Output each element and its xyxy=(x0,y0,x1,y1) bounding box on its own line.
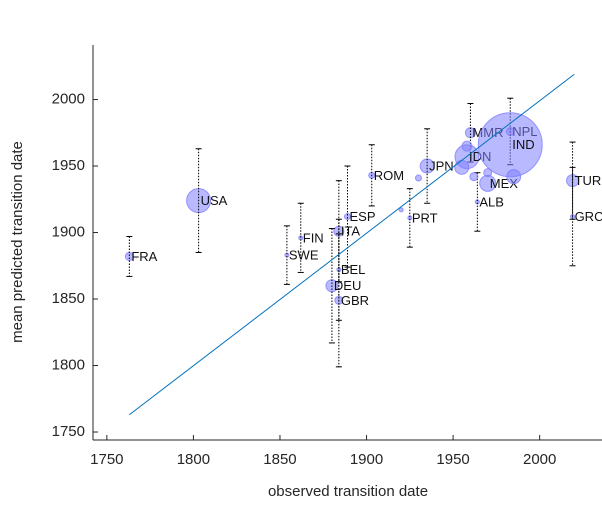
x-tick-label: 1900 xyxy=(350,451,383,468)
data-label: ITA xyxy=(341,224,361,239)
y-tick-label: 1850 xyxy=(52,290,85,307)
fit-line xyxy=(129,73,575,416)
x-tick-label: 1800 xyxy=(177,451,210,468)
y-tick-label: 2000 xyxy=(52,90,85,107)
y-tick-label: 1950 xyxy=(52,157,85,174)
data-label: IND xyxy=(512,137,534,152)
data-label: JPN xyxy=(429,158,454,173)
bubble xyxy=(454,159,470,175)
data-label: FIN xyxy=(303,230,324,245)
data-label: BEL xyxy=(341,262,366,277)
bubble xyxy=(344,213,351,221)
bubble xyxy=(461,140,473,152)
x-tick-label: 1750 xyxy=(90,451,123,468)
y-tick-label: 1750 xyxy=(52,423,85,440)
data-label: FRA xyxy=(131,249,157,264)
bubble xyxy=(414,174,422,182)
data-label: SWE xyxy=(289,248,319,263)
data-label: DEU xyxy=(334,278,361,293)
bubble xyxy=(483,168,493,178)
x-tick-label: 2000 xyxy=(523,451,556,468)
x-axis-label: observed transition date xyxy=(268,483,428,500)
y-tick-label: 1900 xyxy=(52,223,85,240)
data-label: TUR xyxy=(575,173,602,188)
data-label: USA xyxy=(201,193,228,208)
bubble xyxy=(398,207,404,213)
data-label: PRT xyxy=(412,210,438,225)
data-label: ALB xyxy=(479,194,504,209)
x-tick-label: 1950 xyxy=(436,451,469,468)
data-label: ESP xyxy=(350,209,376,224)
bubble xyxy=(506,169,522,185)
x-tick-label: 1850 xyxy=(263,451,296,468)
data-label: GRC xyxy=(575,209,602,224)
y-tick-label: 1800 xyxy=(52,356,85,373)
data-label: GBR xyxy=(341,293,369,308)
y-axis-label: mean predicted transition date xyxy=(9,141,26,343)
bubble xyxy=(469,172,479,182)
data-label: ROM xyxy=(374,168,404,183)
